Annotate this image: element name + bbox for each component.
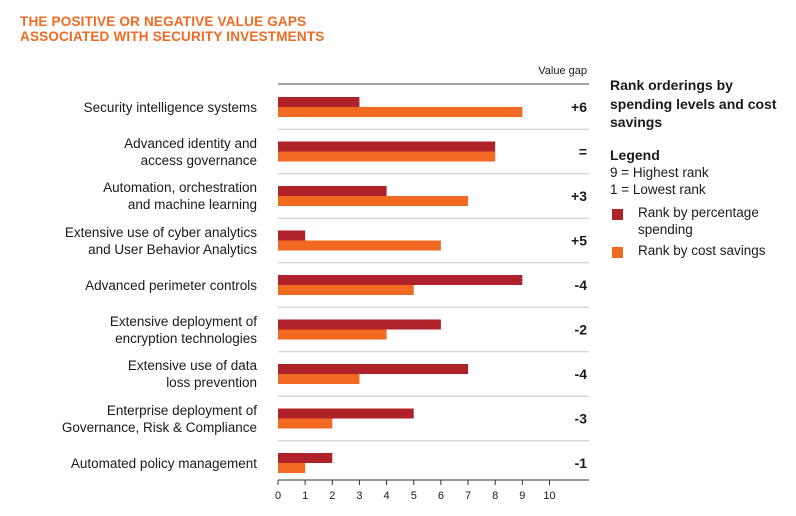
category-label: Advanced perimeter controls: [10, 277, 257, 294]
x-tick-label: 2: [329, 490, 335, 502]
category-label-line: Enterprise deployment of: [106, 402, 257, 418]
category-label: Automation, orchestration and machine lea…: [10, 179, 257, 213]
x-tick-label: 3: [356, 490, 362, 502]
value-gap-header: Value gap: [538, 65, 587, 77]
bar-savings: [278, 463, 306, 473]
category-label-line: Advanced perimeter controls: [85, 277, 257, 293]
x-tick-label: 1: [302, 490, 308, 502]
x-tick-label: 0: [275, 490, 281, 502]
bar-spending: [278, 408, 414, 419]
bar-savings: [278, 151, 496, 162]
bar-spending: [278, 97, 360, 107]
value-gap-label: -1: [575, 455, 588, 471]
bar-spending: [278, 275, 523, 285]
value-gap-label: +3: [571, 188, 587, 204]
bar-savings: [278, 196, 469, 206]
category-label-line: Extensive deployment of: [109, 313, 257, 329]
bar-spending: [278, 453, 333, 463]
x-tick-label: 6: [438, 490, 444, 502]
category-label-line: Automation, orchestration: [103, 180, 257, 195]
legend-title: Legend: [610, 146, 660, 163]
chart-title: THE POSITIVE OR NEGATIVE VALUE GAPS ASSO…: [20, 14, 440, 44]
category-label-line: Security intelligence systems: [83, 99, 257, 115]
category-label: Advanced identity and access governance: [10, 135, 257, 169]
legend-item-spending: Rank by percentage spending: [610, 204, 790, 238]
category-label-line: Advanced identity and: [124, 135, 257, 151]
category-label: Extensive deployment of encryption techno…: [10, 313, 257, 347]
legend-lowest: 1 = Lowest rank: [610, 181, 706, 197]
category-label: Enterprise deployment of Governance, Risk…: [10, 402, 257, 436]
legend-label-spending: Rank by percentage spending: [638, 204, 759, 237]
bar-savings: [278, 107, 523, 117]
bar-savings: [278, 329, 387, 340]
legend-highest: 9 = Highest rank: [610, 164, 709, 180]
category-label: Automated policy management: [10, 455, 257, 472]
x-tick-label: 10: [543, 490, 555, 502]
chart-title-line2: ASSOCIATED WITH SECURITY INVESTMENTS: [20, 29, 325, 44]
x-tick-label: 7: [465, 490, 471, 502]
category-label-line: Governance, Risk & Compliance: [61, 419, 257, 435]
value-gap-label: -2: [575, 322, 588, 338]
x-tick-label: 5: [411, 490, 417, 502]
value-gap-label: -3: [575, 411, 588, 427]
bar-spending: [278, 364, 469, 374]
bar-savings: [278, 418, 333, 429]
value-gap-label: -4: [575, 277, 588, 293]
bar-spending: [278, 319, 441, 330]
bar-spending: [278, 141, 496, 152]
category-label-line: Automated policy management: [70, 455, 257, 471]
legend-label-savings: Rank by cost savings: [638, 242, 766, 258]
rank-orderings-title: Rank orderings by spending levels and co…: [610, 77, 777, 130]
category-label-line: encryption technologies: [115, 330, 257, 346]
legend-panel: Rank orderings by spending levels and co…: [610, 76, 790, 259]
category-label: Extensive use of data loss prevention: [10, 357, 257, 391]
bar-spending: [278, 186, 387, 196]
category-label-line: access governance: [140, 152, 257, 168]
x-tick-label: 4: [384, 490, 390, 502]
bar-savings: [278, 285, 414, 295]
bar-spending: [278, 230, 306, 241]
value-gap-label: +5: [571, 233, 587, 249]
category-label: Extensive use of cyber analytics and User…: [10, 224, 257, 258]
legend-swatch-spending: [612, 208, 623, 220]
value-gap-label: -4: [575, 366, 588, 382]
category-label-line: loss prevention: [166, 375, 257, 390]
x-tick-label: 9: [519, 490, 525, 502]
legend-swatch-savings: [612, 246, 623, 258]
category-label-line: Extensive use of cyber analytics: [64, 224, 257, 240]
legend-item-savings: Rank by cost savings: [610, 242, 790, 259]
category-label-line: Extensive use of data: [127, 358, 257, 373]
category-label-line: and User Behavior Analytics: [88, 241, 257, 257]
chart-title-line1: THE POSITIVE OR NEGATIVE VALUE GAPS: [20, 14, 307, 29]
bar-savings: [278, 240, 441, 251]
category-label-line: and machine learning: [127, 197, 257, 212]
bar-savings: [278, 374, 360, 384]
category-label: Security intelligence systems: [10, 99, 257, 116]
x-tick-label: 8: [492, 490, 498, 502]
value-gap-label: =: [579, 144, 587, 160]
value-gap-label: +6: [571, 99, 587, 115]
